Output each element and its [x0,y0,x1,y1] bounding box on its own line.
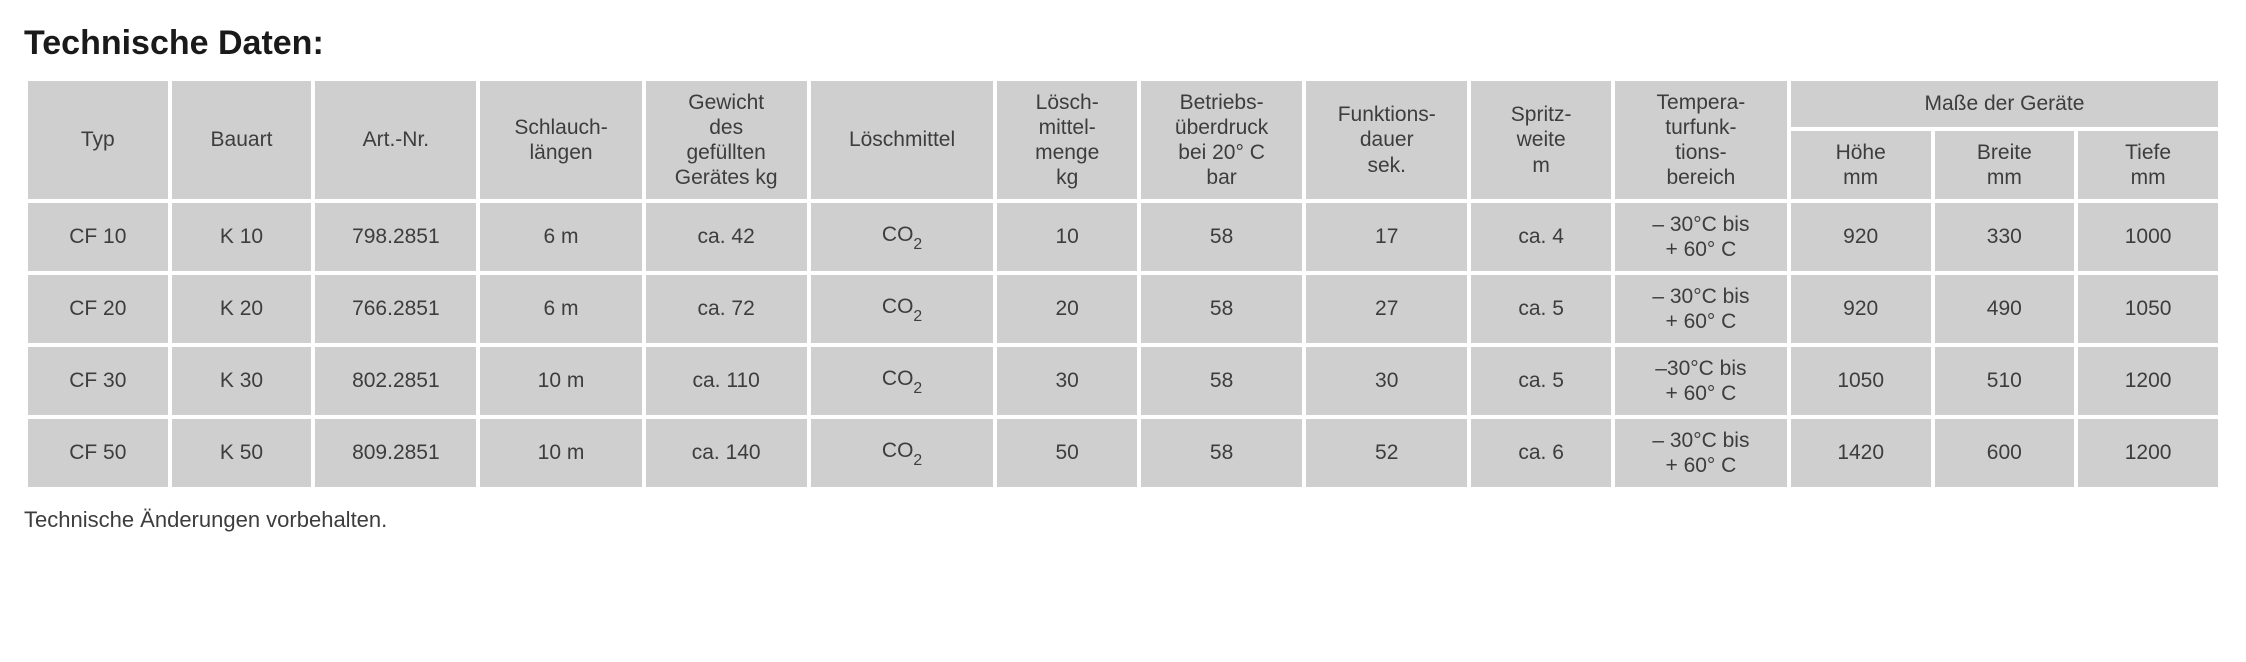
cell-funktionsdauer: 27 [1306,275,1467,343]
col-masse-group: Maße der Geräte [1791,81,2218,127]
cell-artnr: 766.2851 [315,275,476,343]
cell-bauart: K 50 [172,419,312,487]
cell-betriebsueberdruck: 58 [1141,419,1302,487]
table-row: CF 50K 50809.285110 mca. 140CO2505852ca.… [28,419,2218,487]
cell-tempbereich: – 30°C bis+ 60° C [1615,203,1787,271]
cell-schlauch: 10 m [480,419,641,487]
cell-tempbereich: –30°C bis+ 60° C [1615,347,1787,415]
cell-artnr: 798.2851 [315,203,476,271]
cell-schlauch: 6 m [480,275,641,343]
col-spritzweite: Spritz-weitem [1471,81,1611,199]
loeschmittel-text: CO [882,367,914,390]
cell-loeschmenge: 10 [997,203,1137,271]
cell-gewicht: ca. 110 [646,347,807,415]
cell-hoehe: 920 [1791,275,1931,343]
col-bauart: Bauart [172,81,312,199]
cell-loeschmittel: CO2 [811,275,994,343]
col-typ: Typ [28,81,168,199]
cell-tempbereich: – 30°C bis+ 60° C [1615,419,1787,487]
cell-gewicht: ca. 140 [646,419,807,487]
col-loeschmittel: Löschmittel [811,81,994,199]
cell-tempbereich: – 30°C bis+ 60° C [1615,275,1787,343]
cell-loeschmittel: CO2 [811,419,994,487]
cell-hoehe: 1420 [1791,419,1931,487]
loeschmittel-sub: 2 [913,452,922,469]
cell-spritzweite: ca. 5 [1471,275,1611,343]
col-artnr: Art.-Nr. [315,81,476,199]
cell-typ: CF 20 [28,275,168,343]
cell-artnr: 809.2851 [315,419,476,487]
cell-typ: CF 50 [28,419,168,487]
cell-loeschmenge: 50 [997,419,1137,487]
cell-loeschmenge: 20 [997,275,1137,343]
cell-tiefe: 1050 [2078,275,2218,343]
loeschmittel-sub: 2 [913,236,922,253]
cell-spritzweite: ca. 5 [1471,347,1611,415]
cell-funktionsdauer: 17 [1306,203,1467,271]
cell-breite: 600 [1935,419,2075,487]
cell-breite: 490 [1935,275,2075,343]
cell-bauart: K 20 [172,275,312,343]
loeschmittel-sub: 2 [913,308,922,325]
footnote: Technische Änderungen vorbehalten. [24,507,2222,533]
cell-betriebsueberdruck: 58 [1141,203,1302,271]
cell-schlauch: 10 m [480,347,641,415]
cell-loeschmenge: 30 [997,347,1137,415]
cell-typ: CF 10 [28,203,168,271]
table-row: CF 10K 10798.28516 mca. 42CO2105817ca. 4… [28,203,2218,271]
cell-tiefe: 1000 [2078,203,2218,271]
cell-artnr: 802.2851 [315,347,476,415]
col-breite: Breitemm [1935,131,2075,199]
col-loeschmenge: Lösch-mittel-mengekg [997,81,1137,199]
loeschmittel-text: CO [882,223,914,246]
cell-breite: 510 [1935,347,2075,415]
loeschmittel-sub: 2 [913,380,922,397]
table-row: CF 20K 20766.28516 mca. 72CO2205827ca. 5… [28,275,2218,343]
cell-funktionsdauer: 52 [1306,419,1467,487]
cell-bauart: K 30 [172,347,312,415]
cell-breite: 330 [1935,203,2075,271]
cell-betriebsueberdruck: 58 [1141,275,1302,343]
page-title: Technische Daten: [24,24,2222,63]
cell-spritzweite: ca. 6 [1471,419,1611,487]
cell-loeschmittel: CO2 [811,203,994,271]
loeschmittel-text: CO [882,439,914,462]
col-betriebsueberdruck: Betriebs-überdruckbei 20° Cbar [1141,81,1302,199]
col-schlauch: Schlauch-längen [480,81,641,199]
cell-tiefe: 1200 [2078,419,2218,487]
cell-betriebsueberdruck: 58 [1141,347,1302,415]
loeschmittel-text: CO [882,295,914,318]
cell-loeschmittel: CO2 [811,347,994,415]
header-row-1: Typ Bauart Art.-Nr. Schlauch-längen Gewi… [28,81,2218,127]
col-funktionsdauer: Funktions-dauersek. [1306,81,1467,199]
col-tempbereich: Tempera-turfunk-tions-bereich [1615,81,1787,199]
cell-hoehe: 1050 [1791,347,1931,415]
cell-spritzweite: ca. 4 [1471,203,1611,271]
col-gewicht: GewichtdesgefülltenGerätes kg [646,81,807,199]
cell-typ: CF 30 [28,347,168,415]
cell-gewicht: ca. 72 [646,275,807,343]
spec-table: Typ Bauart Art.-Nr. Schlauch-längen Gewi… [24,77,2222,491]
cell-funktionsdauer: 30 [1306,347,1467,415]
cell-tiefe: 1200 [2078,347,2218,415]
table-row: CF 30K 30802.285110 mca. 110CO2305830ca.… [28,347,2218,415]
cell-schlauch: 6 m [480,203,641,271]
col-tiefe: Tiefemm [2078,131,2218,199]
col-hoehe: Höhemm [1791,131,1931,199]
cell-gewicht: ca. 42 [646,203,807,271]
cell-hoehe: 920 [1791,203,1931,271]
cell-bauart: K 10 [172,203,312,271]
